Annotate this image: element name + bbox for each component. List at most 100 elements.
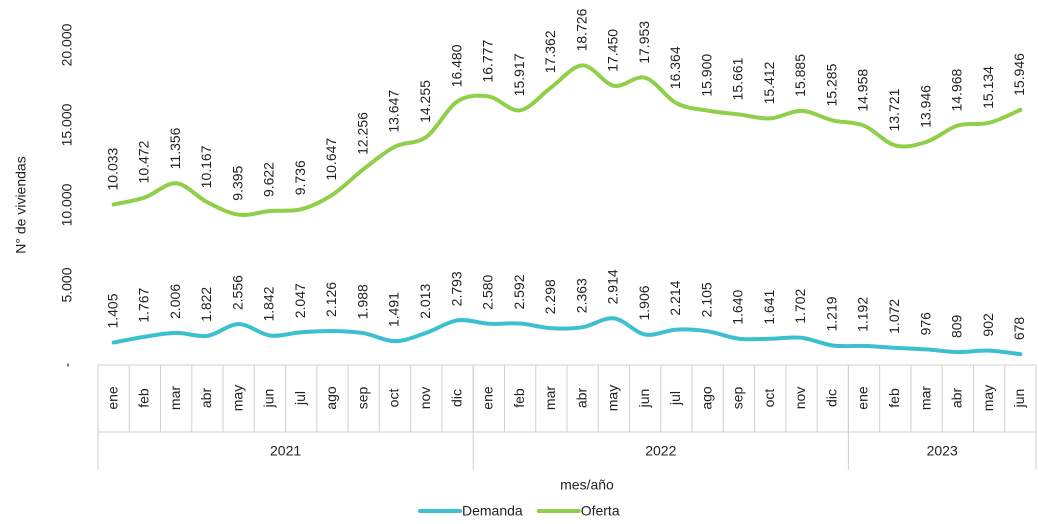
x-tick-label: mar [542,386,558,410]
data-label: 13.647 [386,90,402,133]
data-label: 809 [949,314,965,338]
y-tick-label: 20.000 [59,23,75,66]
data-label: 11.356 [167,127,183,169]
x-tick-label: abr [573,388,589,409]
data-label: 1.640 [730,290,746,325]
x-tick-label: oct [761,389,777,408]
data-label: 17.450 [605,29,621,72]
data-label: 1.822 [198,287,214,322]
data-label: 15.285 [823,63,839,106]
data-label: 15.885 [792,54,808,97]
data-label: 9.736 [292,160,308,195]
data-label: 678 [1011,317,1027,341]
year-label: 2022 [645,443,676,459]
series-line [111,316,1023,357]
y-tick-label: 10.000 [59,183,75,226]
data-label: 12.256 [354,112,370,155]
x-tick-label: ene [104,386,120,410]
data-label: 2.006 [167,284,183,319]
data-label: 10.167 [198,145,214,188]
x-tick-label: jun [636,389,652,409]
x-tick-label: may [605,385,621,411]
data-label: 1.842 [261,286,277,321]
x-tick-label: dic [448,389,464,407]
data-label: 1.767 [136,287,152,322]
y-tick-label: 15.000 [59,103,75,146]
x-tick-label: feb [511,388,527,408]
data-label: 2.214 [667,280,683,315]
y-tick-label: 5.000 [59,267,75,302]
legend-label: Oferta [581,503,620,519]
data-label: 2.298 [542,279,558,314]
year-label: 2021 [270,443,301,459]
data-label: 902 [980,313,996,337]
x-tick-label: feb [136,388,152,408]
x-tick-label: may [980,385,996,411]
data-label: 15.946 [1011,53,1027,96]
y-tick-label: - [59,362,75,367]
x-tick-label: dic [823,389,839,407]
data-label: 976 [917,312,933,336]
data-label: 2.793 [448,271,464,306]
data-label: 2.592 [511,274,527,309]
x-tick-label: oct [386,389,402,408]
data-label: 9.395 [229,165,245,200]
data-label: 17.362 [542,30,558,73]
x-tick-label: nov [417,387,433,410]
data-label: 2.013 [417,284,433,319]
data-label: 2.126 [323,282,339,317]
data-label: 1.405 [104,293,120,328]
data-label: 1.192 [855,297,871,332]
x-tick-label: mar [917,386,933,410]
data-label: 1.702 [792,289,808,324]
x-tick-label: abr [198,388,214,409]
data-label: 1.988 [354,284,370,319]
data-label: 18.726 [573,8,589,51]
y-axis-label: N° de viviendas [13,156,29,253]
x-tick-label: jun [261,389,277,409]
x-tick-label: jul [667,391,683,406]
legend-label: Demanda [462,503,523,519]
data-label: 15.661 [730,57,746,100]
data-label: 14.968 [949,68,965,111]
x-tick-label: jun [1011,389,1027,409]
data-label: 15.900 [698,54,714,97]
data-label: 9.622 [261,162,277,197]
data-label: 15.134 [980,66,996,109]
data-label: 16.364 [667,46,683,89]
data-label: 1.219 [823,296,839,331]
x-tick-label: mar [167,386,183,410]
data-label: 2.047 [292,283,308,318]
data-label: 14.958 [855,69,871,112]
data-label: 10.472 [136,140,152,183]
x-tick-label: sep [730,387,746,410]
data-label: 2.363 [573,278,589,313]
x-tick-label: ago [323,386,339,410]
x-tick-label: abr [949,388,965,409]
data-label: 2.914 [605,269,621,304]
data-label: 16.777 [480,40,496,83]
x-tick-label: nov [792,387,808,410]
data-label: 13.721 [886,88,902,131]
data-label: 15.917 [511,53,527,96]
series-line [111,63,1023,217]
data-label: 14.255 [417,80,433,123]
data-label: 15.412 [761,61,777,104]
x-tick-label: ene [480,386,496,410]
data-label: 17.953 [636,21,652,64]
x-tick-label: feb [886,388,902,408]
x-tick-label: may [229,385,245,411]
data-label: 1.906 [636,285,652,320]
data-label: 1.072 [886,299,902,334]
data-label: 10.647 [323,138,339,181]
year-label: 2023 [927,443,958,459]
x-tick-label: jul [292,391,308,406]
data-label: 2.105 [698,282,714,317]
data-label: 16.480 [448,44,464,87]
x-tick-label: ago [698,386,714,410]
x-axis-label: mes/año [560,477,614,493]
data-label: 10.033 [104,147,120,190]
data-label: 2.580 [480,274,496,309]
data-label: 1.491 [386,292,402,327]
